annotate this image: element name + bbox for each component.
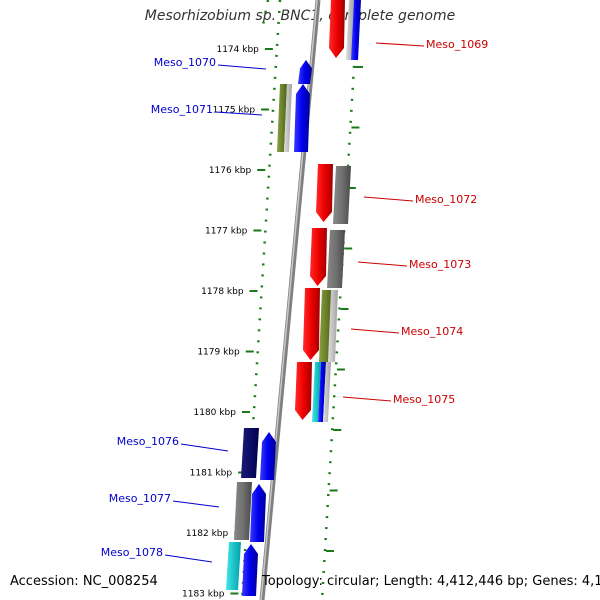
gene-leader-line <box>357 261 408 267</box>
scale-tick-label: 1175 kbp <box>213 106 256 116</box>
gene-track-marker <box>226 542 241 590</box>
gene-leader-line <box>217 64 267 70</box>
gene-label-meso-1077[interactable]: Meso_1077 <box>109 492 171 505</box>
gene-track-marker <box>241 428 259 478</box>
gene-leader-line <box>172 500 220 508</box>
scale-tick-label: 1181 kbp <box>190 469 233 479</box>
gene-label-meso-1074[interactable]: Meso_1074 <box>401 325 463 338</box>
gene-label-meso-1072[interactable]: Meso_1072 <box>415 193 477 206</box>
page-title: Mesorhizobium sp. BNC1, complete genome <box>144 8 456 24</box>
scale-tick-label: 1180 kbp <box>194 408 237 418</box>
scale-tick-label: 1174 kbp <box>216 45 259 55</box>
gene-label-meso-1070[interactable]: Meso_1070 <box>154 56 216 69</box>
gene-arrow-meso-1077[interactable] <box>250 484 266 542</box>
gene-leader-line <box>375 42 425 47</box>
accession-label: Accession: NC_008254 <box>10 574 158 589</box>
gene-arrow-meso-1070[interactable] <box>298 60 312 84</box>
gene-leader-line <box>363 196 414 202</box>
gene-arrow-meso-1069[interactable] <box>329 0 345 58</box>
gene-track-marker <box>234 482 252 540</box>
gene-arrow-meso-1071[interactable] <box>294 84 310 152</box>
gene-leader-line <box>350 328 400 334</box>
gene-label-meso-1073[interactable]: Meso_1073 <box>409 258 471 271</box>
gene-arrow-meso-1073[interactable] <box>310 228 327 286</box>
left-dotted-border-top <box>260 0 270 31</box>
scale-tick-label: 1177 kbp <box>205 227 248 237</box>
gene-track-marker <box>351 0 361 60</box>
gene-track-marker <box>333 166 351 224</box>
gene-arrow-meso-1076[interactable] <box>260 432 276 480</box>
gene-track-marker <box>284 84 292 152</box>
scale-tick-label: 1179 kbp <box>197 348 240 358</box>
scale-tick-label: 1178 kbp <box>201 287 244 297</box>
gene-arrow-meso-1072[interactable] <box>316 164 333 222</box>
gene-label-meso-1071[interactable]: Meso_1071 <box>151 103 213 116</box>
gene-label-meso-1075[interactable]: Meso_1075 <box>393 393 455 406</box>
right-dotted-border-lower <box>320 0 360 600</box>
scale-tick-label: 1183 kbp <box>182 590 225 600</box>
gene-arrow-meso-1074[interactable] <box>303 288 320 360</box>
gene-label-meso-1069[interactable]: Meso_1069 <box>426 38 488 51</box>
gene-track-marker <box>277 84 287 152</box>
scale-tick-label: 1176 kbp <box>209 166 252 176</box>
gene-leader-line <box>180 443 229 452</box>
gene-label-meso-1078[interactable]: Meso_1078 <box>101 546 163 559</box>
gene-arrow-meso-1075[interactable] <box>295 362 312 420</box>
gene-leader-line <box>164 554 213 563</box>
gene-track-marker <box>323 362 331 422</box>
gene-track-marker <box>328 290 338 362</box>
genome-stats-label: Topology: circular; Length: 4,412,446 bp… <box>262 574 600 589</box>
gene-track-marker <box>327 230 345 288</box>
gene-leader-line <box>214 111 263 116</box>
gene-arrow-meso-1078[interactable] <box>242 544 258 596</box>
left-dotted-border <box>240 0 282 600</box>
scale-tick-label: 1182 kbp <box>186 529 229 539</box>
gene-label-meso-1076[interactable]: Meso_1076 <box>117 435 179 448</box>
gene-track-marker <box>318 362 326 422</box>
gene-track-marker <box>346 0 354 60</box>
gene-leader-line <box>342 396 392 402</box>
